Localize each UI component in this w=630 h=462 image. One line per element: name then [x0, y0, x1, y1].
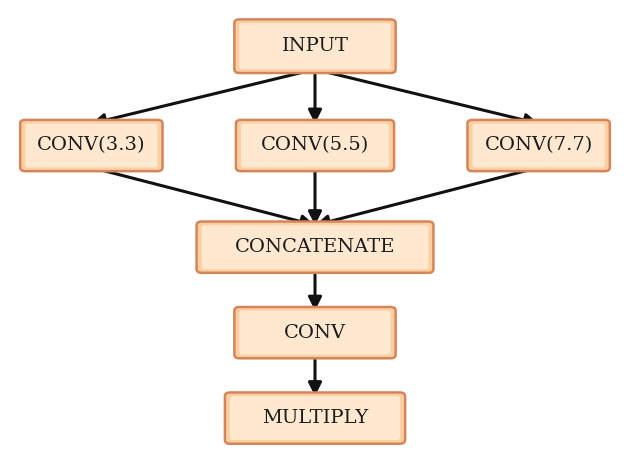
FancyBboxPatch shape [236, 120, 394, 171]
Text: MULTIPLY: MULTIPLY [262, 409, 368, 427]
FancyBboxPatch shape [225, 393, 405, 444]
Text: CONCATENATE: CONCATENATE [235, 238, 395, 256]
FancyBboxPatch shape [202, 225, 428, 269]
FancyBboxPatch shape [230, 396, 400, 440]
FancyBboxPatch shape [467, 120, 610, 171]
Text: CONV(7.7): CONV(7.7) [484, 137, 593, 154]
FancyBboxPatch shape [20, 120, 163, 171]
FancyBboxPatch shape [239, 310, 391, 355]
FancyBboxPatch shape [197, 221, 433, 273]
FancyBboxPatch shape [241, 123, 389, 167]
Text: CONV(5.5): CONV(5.5) [261, 137, 369, 154]
FancyBboxPatch shape [472, 123, 605, 167]
Text: CONV: CONV [284, 324, 346, 341]
FancyBboxPatch shape [234, 307, 396, 359]
FancyBboxPatch shape [234, 19, 396, 73]
FancyBboxPatch shape [25, 123, 157, 167]
Text: CONV(3.3): CONV(3.3) [37, 137, 146, 154]
FancyBboxPatch shape [239, 23, 391, 69]
Text: INPUT: INPUT [282, 37, 348, 55]
